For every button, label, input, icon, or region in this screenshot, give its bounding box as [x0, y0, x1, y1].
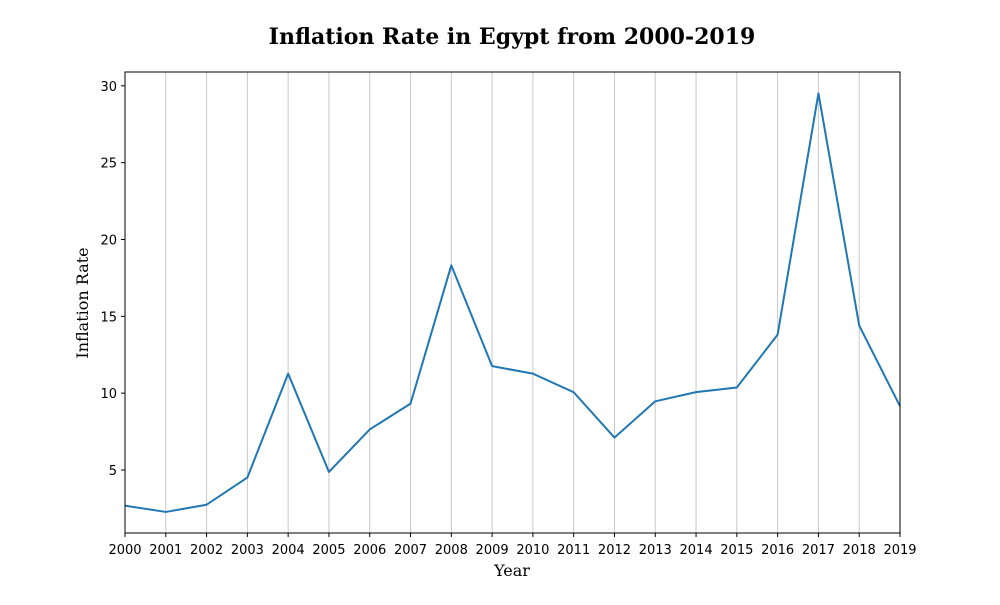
x-tick-label: 2010 — [516, 543, 549, 558]
y-axis-label: Inflation Rate — [73, 247, 92, 358]
x-tick-label: 2018 — [843, 543, 876, 558]
x-tick-label: 2002 — [190, 543, 223, 558]
x-tick-label: 2005 — [312, 543, 345, 558]
y-tick-label: 10 — [100, 387, 117, 402]
series-line — [125, 93, 900, 512]
y-axis-ticks: 5 10 15 20 25 30 — [100, 80, 125, 479]
x-tick-label: 2019 — [883, 543, 916, 558]
x-tick-label: 2009 — [476, 543, 509, 558]
x-tick-label: 2007 — [394, 543, 427, 558]
x-tick-label: 2016 — [761, 543, 794, 558]
y-tick-label: 30 — [100, 80, 117, 95]
x-axis-label: Year — [493, 561, 530, 580]
x-tick-label: 2017 — [802, 543, 835, 558]
x-tick-label: 2000 — [108, 543, 141, 558]
x-axis-ticks: 2000 2001 2002 2003 2004 2005 2006 2007 2008 2009… — [108, 533, 916, 558]
y-tick-label: 20 — [100, 233, 117, 248]
series-layer — [125, 93, 900, 512]
chart-title: Inflation Rate in Egypt from 2000-2019 — [269, 24, 756, 50]
x-tick-label: 2001 — [149, 543, 182, 558]
y-tick-label: 15 — [100, 310, 117, 325]
x-tick-label: 2014 — [680, 543, 713, 558]
y-tick-label: 5 — [109, 464, 117, 479]
x-tick-label: 2008 — [435, 543, 468, 558]
x-tick-label: 2006 — [353, 543, 386, 558]
y-tick-label: 25 — [100, 157, 117, 172]
x-tick-label: 2012 — [598, 543, 631, 558]
x-tick-label: 2003 — [231, 543, 264, 558]
x-tick-label: 2013 — [639, 543, 672, 558]
x-tick-label: 2015 — [720, 543, 753, 558]
x-tick-label: 2004 — [272, 543, 305, 558]
x-tick-label: 2011 — [557, 543, 590, 558]
